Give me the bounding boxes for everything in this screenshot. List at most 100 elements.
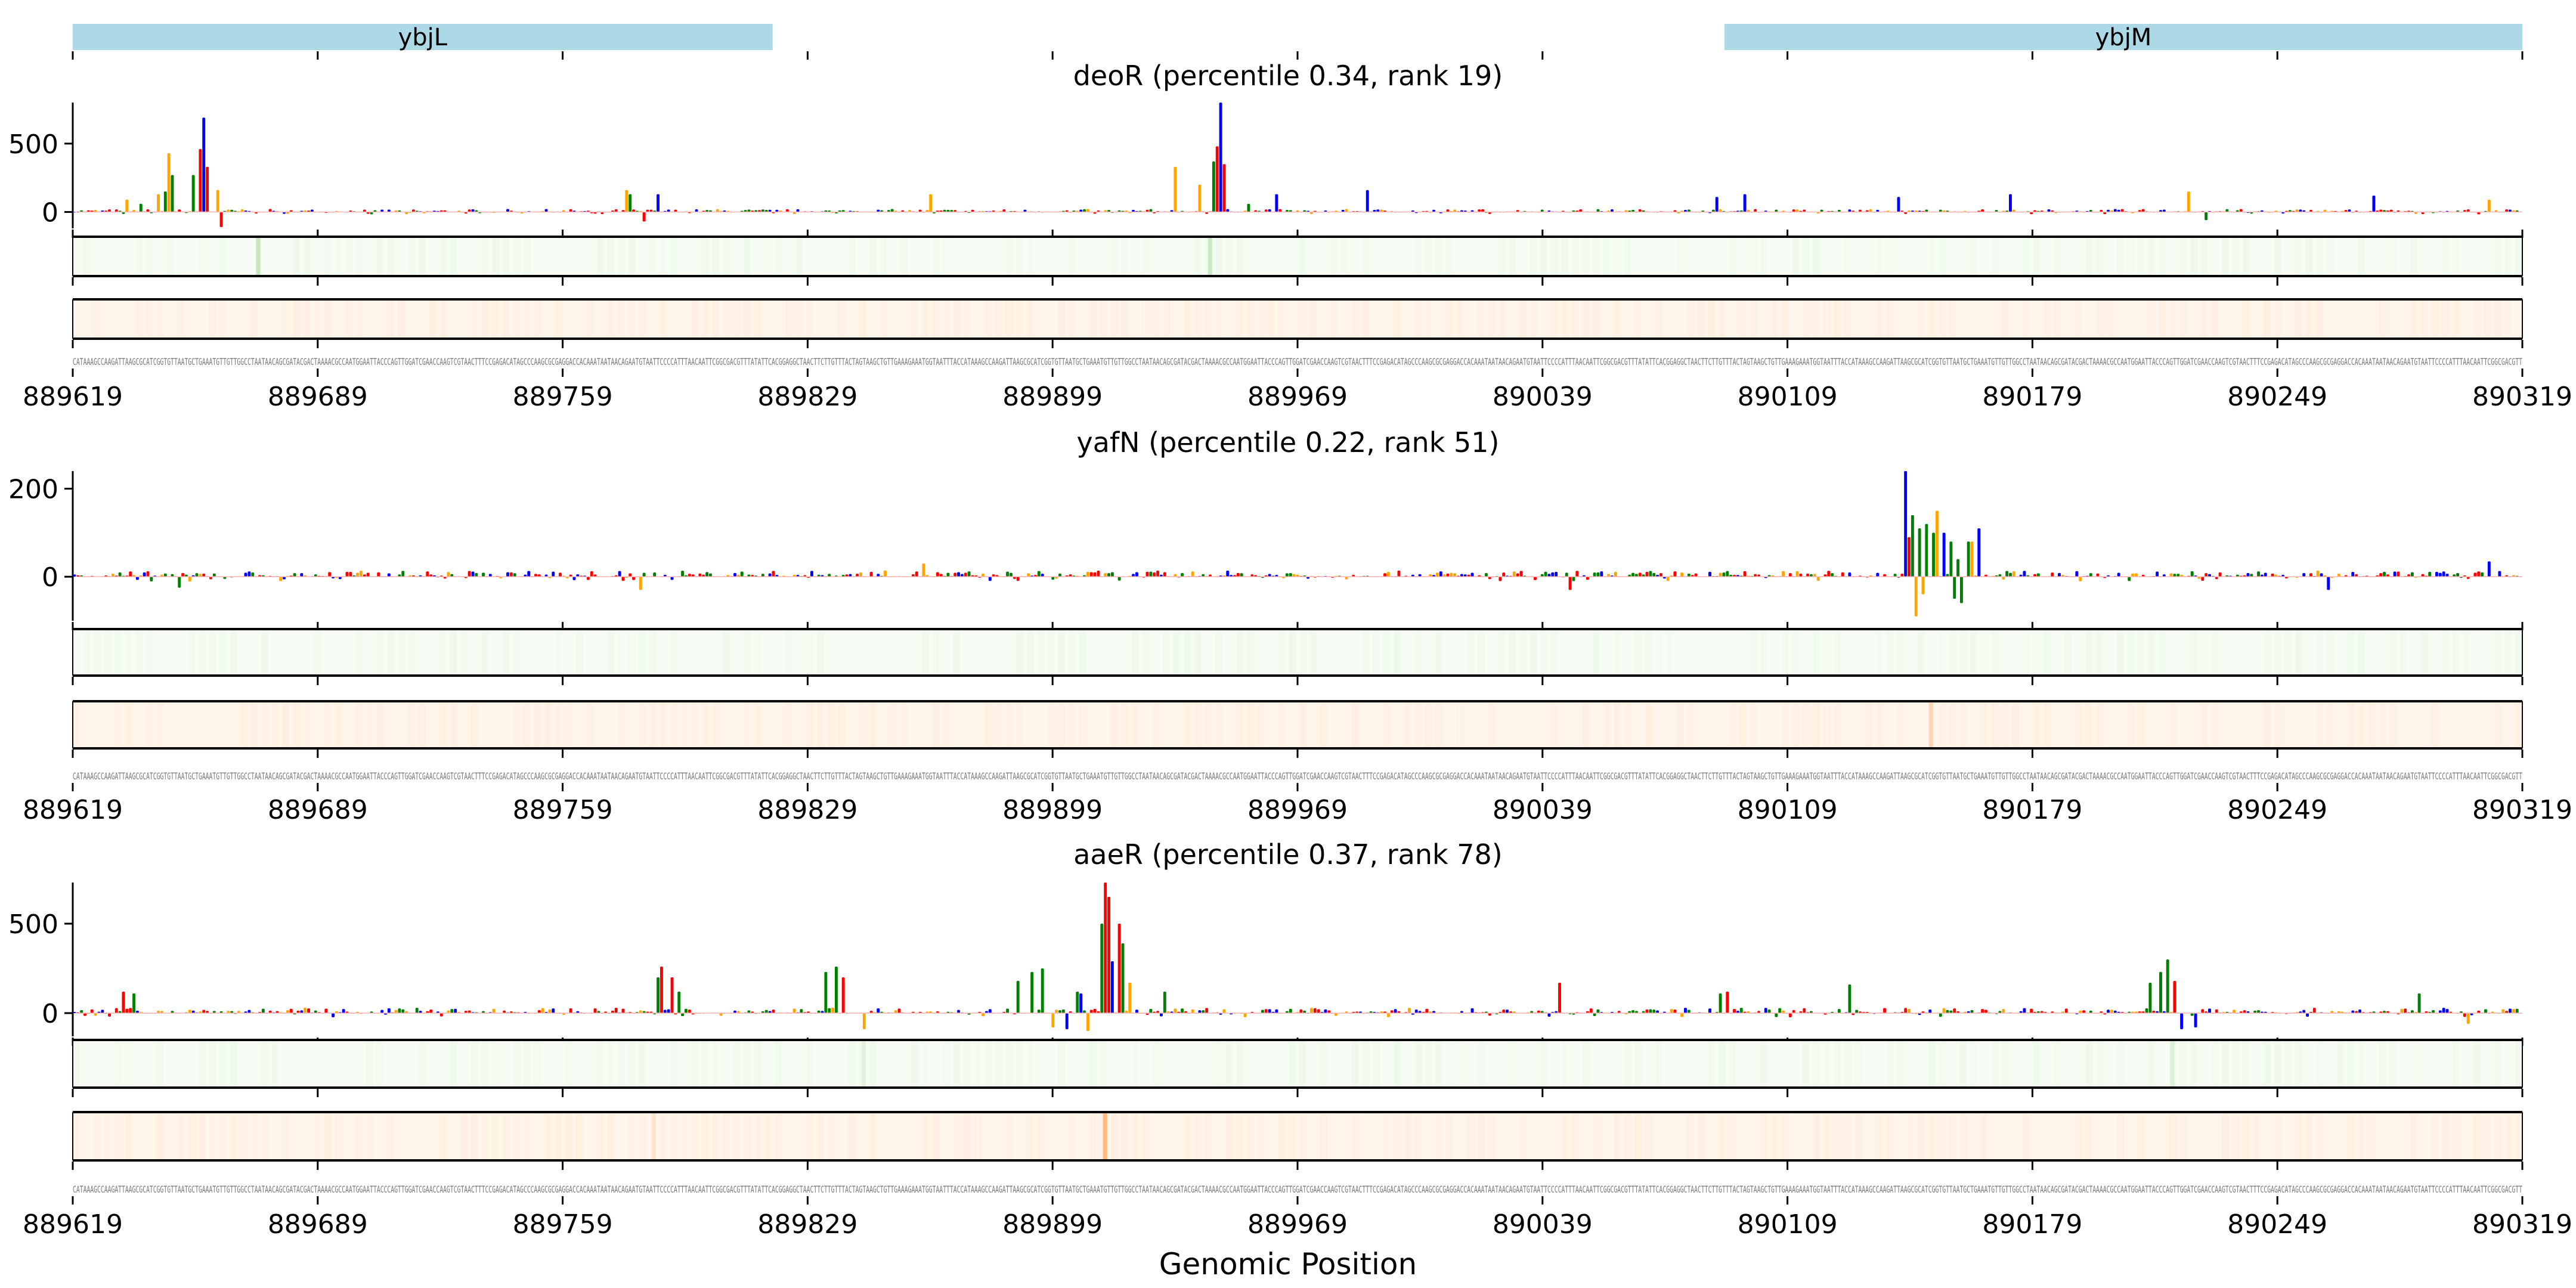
logo-letter-A [569,1008,572,1013]
motif-strip-background [73,299,2522,339]
logo-letter-T [747,574,751,577]
attribution-strip-cell [1184,629,1191,676]
motif-strip-cell [2023,299,2030,339]
attribution-strip-cell [2410,237,2418,276]
motif-strip-cell [1058,701,1066,748]
motif-strip-cell [995,299,1002,339]
motif-strip-cell [660,701,667,748]
motif-strip-cell [1991,701,1998,748]
attribution-strip-cell [2159,629,2166,676]
logo-letter-A [785,209,789,212]
gene-annotation-track: ybjL ybjM [72,24,2524,60]
attribution-strip-cell [1875,237,1883,276]
attribution-strip-cell [2128,237,2135,276]
logo-letter-G [2002,577,2005,580]
logo-letter-T [761,209,764,212]
motif-strip-cell [754,299,761,339]
attribution-strip-cell [2033,629,2041,676]
logo-letter-G [1086,571,1089,577]
logo-letter-A [1852,1013,1855,1015]
logo-letter-C [387,209,391,212]
motif-strip-cell [1813,701,1820,748]
attribution-strip-cell [2504,237,2512,276]
motif-strip-cell [283,299,290,339]
motif-strip-cell [1278,701,1286,748]
logo-letter-T [1289,1008,1292,1013]
logo-letter-A [1107,897,1111,1013]
logo-letter-T [1247,203,1250,212]
logo-letter-T [1631,209,1635,212]
logo-letter-G [541,1008,544,1013]
motif-strip-cell [1079,701,1086,748]
attribution-strip-cell [1047,629,1055,676]
attribution-strip-cell [1026,237,1034,276]
motif-strip-cell [1687,701,1695,748]
logo-letter-C [2487,561,2491,577]
attribution-strip-cell [2326,237,2334,276]
motif-strip-cell [439,1112,447,1160]
logo-letter-A [2473,572,2477,577]
sequence-logo [73,103,2522,227]
logo-letter-A [1153,572,1156,577]
logo-letter-A [869,1011,873,1013]
logo-letter-T [2383,572,2386,577]
logo-letter-C [2358,1009,2361,1013]
motif-strip-cell [670,701,677,748]
motif-strip-cell [303,299,311,339]
attribution-strip-cell [1026,629,1034,676]
motif-strip-cell [1928,1112,1936,1160]
logo-letter-T [1285,573,1289,577]
logo-letter-G [2180,574,2184,577]
attribution-strip-cell [597,237,604,276]
logo-letter-T [834,967,838,1013]
attribution-strip-background [73,237,2522,276]
motif-strip-cell [376,701,384,748]
logo-letter-A [1900,574,1904,577]
motif-strip-cell [1572,1112,1579,1160]
motif-strip-cell [1048,701,1055,748]
logo-letter-A [1754,574,1757,577]
motif-strip-cell [2117,1112,2124,1160]
motif-strip-cell [2085,1112,2093,1160]
attribution-strip-cell [135,237,143,276]
logo-letter-C [387,573,391,577]
attribution-strip-hotspot [256,237,261,276]
logo-letter-G [1086,209,1089,212]
logo-letter-T [163,573,167,577]
logo-letter-T [1596,209,1600,212]
logo-letter-A [2033,210,2036,212]
logo-letter-C [960,574,964,577]
logo-letter-C [1023,209,1027,212]
logo-letter-C [768,209,772,212]
logo-letter-A [1883,574,1886,577]
logo-letter-T [2257,1010,2261,1013]
logo-letter-C [1373,209,1376,212]
logo-letter-A [1002,209,1006,212]
attribution-strip-cell [73,1040,80,1088]
logo-letter-G [1174,166,1177,212]
motif-strip-cell [1781,1112,1789,1160]
logo-letter-G [2110,1010,2113,1013]
motif-strip-cell [2295,299,2302,339]
attribution-strip-cell [2515,1040,2522,1088]
logo-letter-C [2107,209,2110,212]
logo-letter-G [1942,1008,1946,1013]
logo-letter-T [887,210,890,212]
logo-letter-A [1205,212,1209,214]
logo-letter-C [1275,575,1278,577]
motif-strip-cell [1519,299,1527,339]
logo-letter-A [503,1010,506,1013]
motif-strip-cell [1844,1112,1852,1160]
logo-letter-C [2393,571,2397,577]
attribution-strip-cell [1414,1040,1422,1088]
attribution-strip-cell [1823,1040,1831,1088]
logo-letter-T [754,210,758,212]
attribution-strip-cell [2463,629,2470,676]
attribution-strip-cell [744,237,751,276]
attribution-strip-cell [2044,629,2051,676]
motif-strip-cell [261,701,268,748]
logo-letter-T [653,572,657,577]
motif-strip-cell [419,701,426,748]
motif-strip-cell [513,299,521,339]
motif-strip-cell [2473,299,2481,339]
